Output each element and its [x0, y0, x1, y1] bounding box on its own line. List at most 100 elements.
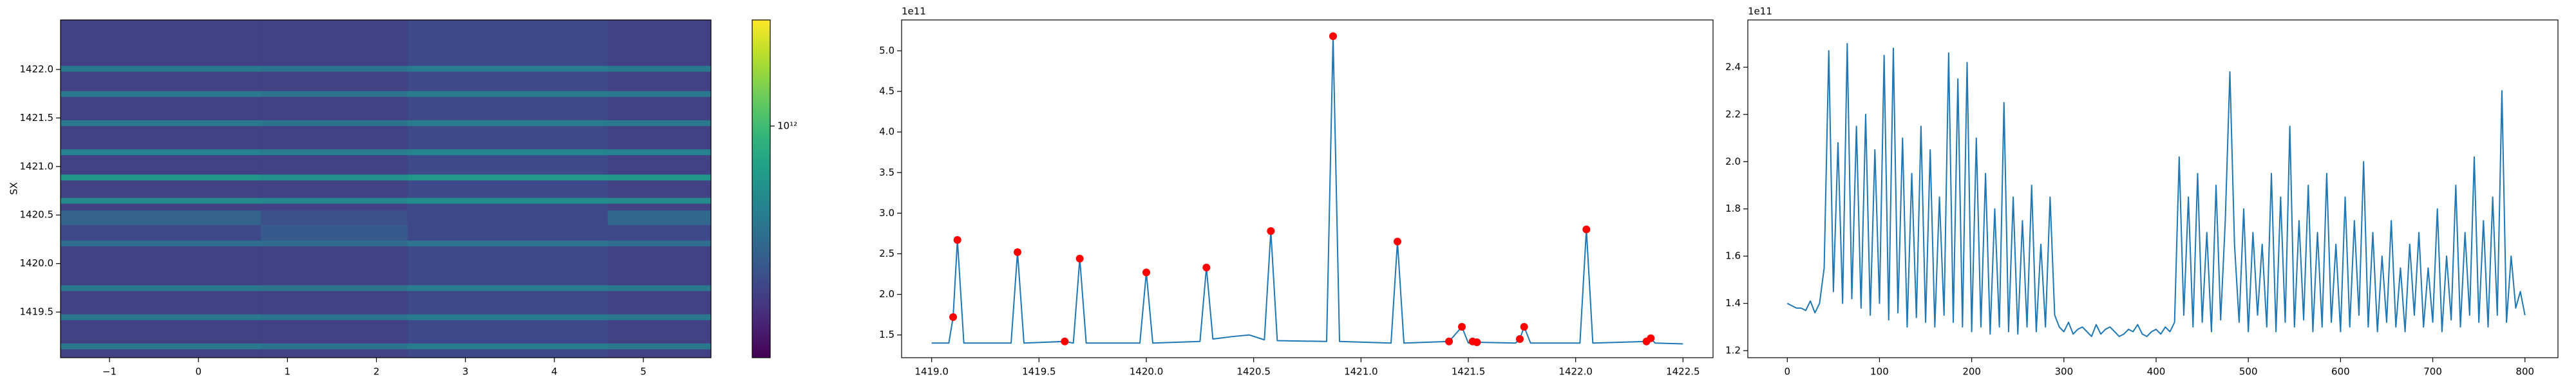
peak-marker	[1394, 237, 1401, 246]
heatmap-cell	[607, 65, 712, 72]
heatmap-cell	[260, 349, 408, 358]
peak-marker	[1520, 323, 1528, 331]
x-tick-label: 300	[2055, 366, 2074, 378]
heatmap-cell	[260, 179, 408, 198]
y-tick-label: 2.5	[879, 248, 895, 259]
y-tick-label: 3.5	[879, 167, 895, 178]
peak-marker	[1445, 337, 1453, 345]
x-tick-label: 1421.5	[1452, 366, 1486, 378]
y-tick-label: 1420.5	[20, 209, 54, 221]
heatmap-cell	[260, 284, 408, 291]
y-tick-label: 2.0	[1725, 156, 1741, 167]
heatmap-cell	[260, 198, 408, 204]
heatmap-cell	[407, 343, 609, 349]
heatmap-cell	[61, 225, 261, 241]
y-tick-label: 1422.0	[20, 63, 54, 75]
heatmap-cell	[61, 290, 261, 315]
x-tick-label: 100	[1870, 366, 1889, 378]
y-tick-label: 1.6	[1725, 250, 1741, 262]
heatmap-cell	[61, 20, 261, 66]
heatmap-cell	[260, 210, 408, 225]
x-tick-label: 3	[462, 366, 469, 378]
heatmap-cell	[61, 174, 261, 181]
heatmap-cell	[607, 125, 712, 150]
peak-marker	[1014, 248, 1021, 256]
heatmap-cell	[260, 240, 408, 247]
colorbar	[752, 19, 771, 358]
heatmap-cell	[61, 210, 261, 225]
heatmap-cell	[61, 349, 261, 358]
peak-marker	[1582, 225, 1591, 234]
y-tick-label: 1421.5	[20, 112, 54, 124]
heatmap-cell	[260, 125, 408, 150]
heatmap-cell	[407, 149, 609, 156]
y-tick-label: 1.8	[1725, 203, 1741, 214]
heatmap-cell	[407, 154, 609, 175]
y-tick-label: 4.5	[879, 86, 895, 97]
heatmap-cell	[607, 240, 712, 247]
peak-marker	[949, 313, 957, 321]
heatmap-cell	[607, 349, 712, 358]
peak-marker	[1458, 323, 1466, 331]
offset-label: 1e11	[1748, 6, 1772, 17]
heatmap-cell	[260, 20, 408, 66]
heatmap-cell	[260, 343, 408, 349]
heatmap-cell	[607, 120, 712, 126]
heatmap-cell	[260, 65, 408, 72]
peak-marker	[1329, 32, 1337, 41]
heatmap-cell	[607, 20, 712, 66]
y-tick-label: 1421.0	[20, 160, 54, 172]
heatmap-cell	[407, 240, 609, 247]
heatmap-cell	[407, 284, 609, 291]
heatmap-cell	[607, 210, 712, 225]
offset-label: 1e11	[902, 6, 926, 17]
heatmap-cell	[61, 120, 261, 126]
heatmap-cell	[607, 71, 712, 91]
x-tick-label: 700	[2423, 366, 2442, 378]
heatmap-cell	[61, 179, 261, 198]
y-tick-label: 5.0	[879, 44, 895, 56]
heatmap-cell	[607, 320, 712, 344]
heatmap-cell	[260, 91, 408, 97]
heatmap-cell	[61, 96, 261, 120]
heatmap-cell	[607, 246, 712, 286]
x-tick-label: 1	[285, 366, 291, 378]
heatmap-cell	[61, 343, 261, 349]
heatmap-cell	[607, 179, 712, 198]
y-tick-label: 2.2	[1725, 108, 1741, 120]
data-line	[1786, 42, 2526, 337]
x-tick-label: 1422.0	[1558, 366, 1593, 378]
heatmap-cell	[61, 320, 261, 344]
heatmap-cell	[407, 349, 609, 358]
peak-marker	[1647, 334, 1655, 342]
axes-frame	[1747, 19, 2559, 358]
heatmap-cell	[61, 91, 261, 97]
heatmap-cell	[407, 320, 609, 344]
heatmap-cell	[61, 125, 261, 150]
heatmap-cell	[607, 154, 712, 175]
heatmap-cell	[260, 120, 408, 126]
heatmap-cell	[260, 203, 408, 211]
heatmap-cell	[607, 174, 712, 181]
x-tick-label: 1422.5	[1666, 366, 1700, 378]
y-tick-label: 1.4	[1725, 297, 1741, 309]
heatmap-cell	[407, 210, 609, 225]
heatmap-cell	[407, 91, 609, 97]
heatmap-cell	[260, 149, 408, 156]
x-tick-label: 0	[195, 366, 202, 378]
heatmap-cell	[407, 314, 609, 320]
heatmap-cell	[407, 179, 609, 198]
y-tick-label: 4.0	[879, 126, 895, 138]
x-tick-label: 4	[551, 366, 558, 378]
x-tick-label: 1420.5	[1236, 366, 1271, 378]
heatmap-cell	[407, 203, 609, 211]
peak-marker	[1267, 227, 1275, 235]
colorbar-tick-label: 10¹²	[777, 120, 797, 131]
peak-marker	[1473, 338, 1481, 347]
heatmap-cell	[607, 91, 712, 97]
heatmap-cell	[407, 246, 609, 286]
x-tick-label: 5	[640, 366, 647, 378]
heatmap-cell	[407, 198, 609, 204]
heatmap-cell	[61, 284, 261, 291]
heatmap-cell	[407, 65, 609, 72]
